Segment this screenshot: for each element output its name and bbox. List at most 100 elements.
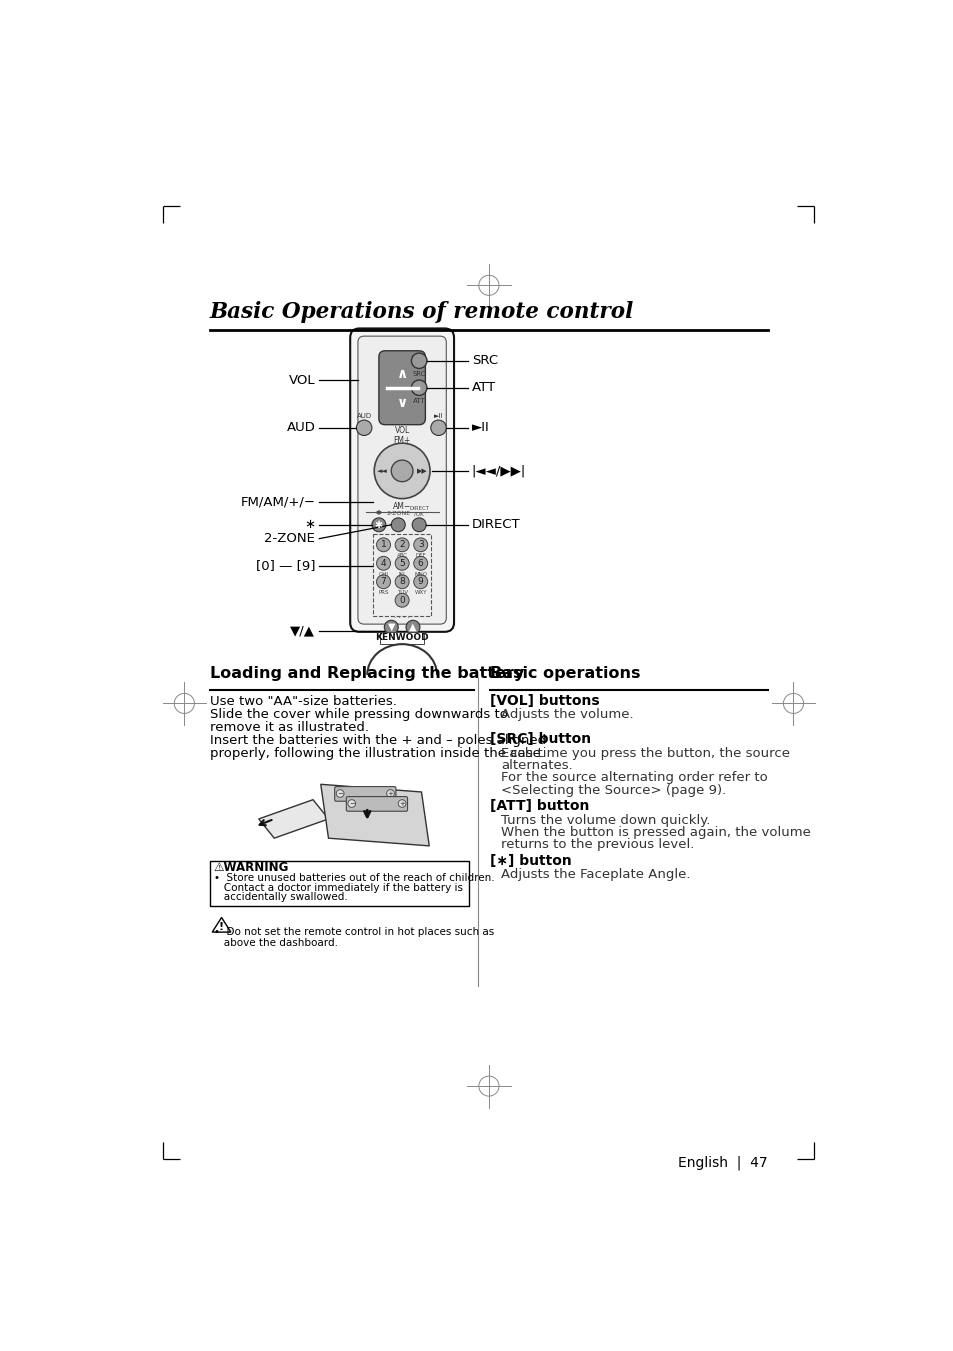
- Text: WXY: WXY: [414, 590, 427, 596]
- FancyBboxPatch shape: [350, 328, 454, 632]
- Text: For the source alternating order refer to: For the source alternating order refer t…: [500, 771, 767, 784]
- Text: ►II: ►II: [434, 412, 443, 419]
- Text: •  Do not set the remote control in hot places such as: • Do not set the remote control in hot p…: [213, 927, 494, 938]
- Text: −: −: [349, 801, 355, 807]
- Text: KENWOOD: KENWOOD: [375, 634, 429, 643]
- Circle shape: [335, 790, 344, 797]
- Text: AUD: AUD: [356, 412, 372, 419]
- FancyBboxPatch shape: [380, 632, 423, 644]
- Text: 6: 6: [417, 559, 423, 567]
- Text: !: !: [219, 923, 224, 932]
- Text: AM−: AM−: [393, 503, 411, 512]
- Text: Turns the volume down quickly.: Turns the volume down quickly.: [500, 813, 710, 827]
- Text: ∗: ∗: [304, 519, 315, 531]
- Circle shape: [414, 574, 427, 589]
- Text: 0: 0: [399, 596, 405, 605]
- Circle shape: [376, 538, 390, 551]
- Polygon shape: [320, 785, 429, 846]
- Text: ABC: ABC: [396, 554, 407, 558]
- Circle shape: [395, 574, 409, 589]
- Text: 7: 7: [380, 577, 386, 586]
- Text: Adjusts the volume.: Adjusts the volume.: [500, 708, 634, 721]
- Text: DIRECT: DIRECT: [472, 519, 520, 531]
- Circle shape: [395, 557, 409, 570]
- Text: returns to the previous level.: returns to the previous level.: [500, 838, 694, 851]
- Text: ▲: ▲: [409, 623, 416, 632]
- Circle shape: [431, 420, 446, 435]
- Polygon shape: [258, 800, 328, 838]
- Text: ATT: ATT: [413, 397, 425, 404]
- FancyBboxPatch shape: [357, 336, 446, 624]
- Text: ⚠WARNING: ⚠WARNING: [213, 861, 289, 874]
- Circle shape: [414, 557, 427, 570]
- Text: Contact a doctor immediately if the battery is: Contact a doctor immediately if the batt…: [213, 882, 462, 893]
- Text: [VOL] buttons: [VOL] buttons: [490, 694, 599, 708]
- Text: properly, following the illustration inside the case.: properly, following the illustration ins…: [210, 747, 544, 761]
- Text: remove it as illustrated.: remove it as illustrated.: [210, 721, 369, 734]
- Text: 2-ZONE: 2-ZONE: [264, 532, 315, 546]
- Text: DEF: DEF: [415, 554, 426, 558]
- FancyBboxPatch shape: [346, 797, 407, 811]
- Circle shape: [391, 517, 405, 532]
- Bar: [210, 862, 468, 907]
- FancyBboxPatch shape: [378, 351, 425, 424]
- Text: FM/AM/+/−: FM/AM/+/−: [240, 496, 315, 509]
- Circle shape: [411, 380, 427, 396]
- Circle shape: [397, 800, 406, 808]
- Text: Each time you press the button, the source: Each time you press the button, the sour…: [500, 747, 789, 759]
- Text: · · · ·: · · · ·: [394, 615, 410, 621]
- Text: 1: 1: [380, 540, 386, 550]
- Text: alternates.: alternates.: [500, 759, 573, 771]
- Text: MNO: MNO: [414, 571, 427, 577]
- Text: Insert the batteries with the + and – poles aligned: Insert the batteries with the + and – po…: [210, 734, 545, 747]
- Text: ✱: ✱: [375, 520, 382, 530]
- Text: 2: 2: [399, 540, 404, 550]
- Text: [0] — [9]: [0] — [9]: [255, 559, 315, 571]
- Text: −: −: [336, 790, 343, 797]
- Text: PRS: PRS: [378, 590, 389, 596]
- Text: FM+: FM+: [393, 436, 411, 444]
- Circle shape: [356, 420, 372, 435]
- Text: When the button is pressed again, the volume: When the button is pressed again, the vo…: [500, 825, 810, 839]
- Text: ∨: ∨: [396, 396, 407, 411]
- Text: above the dashboard.: above the dashboard.: [213, 938, 337, 948]
- Text: Adjusts the Faceplate Angle.: Adjusts the Faceplate Angle.: [500, 869, 690, 881]
- Circle shape: [395, 538, 409, 551]
- Text: JKL: JKL: [397, 571, 406, 577]
- Text: SRC: SRC: [472, 354, 497, 367]
- Text: +: +: [387, 790, 393, 797]
- Text: |◄◄/▶▶|: |◄◄/▶▶|: [472, 465, 525, 477]
- Text: [ATT] button: [ATT] button: [490, 800, 589, 813]
- Text: 8: 8: [399, 577, 405, 586]
- Text: ◄◄: ◄◄: [376, 467, 387, 474]
- Text: +: +: [398, 801, 405, 807]
- Text: English  |  47: English | 47: [678, 1156, 767, 1170]
- Circle shape: [411, 353, 427, 369]
- Text: ∧: ∧: [396, 367, 407, 381]
- Text: 9: 9: [417, 577, 423, 586]
- Text: 4: 4: [380, 559, 386, 567]
- Text: Basic operations: Basic operations: [490, 666, 640, 681]
- Text: ▼: ▼: [387, 623, 395, 632]
- Text: ✱: ✱: [375, 511, 381, 516]
- Text: Basic Operations of remote control: Basic Operations of remote control: [210, 301, 634, 323]
- Circle shape: [412, 517, 426, 532]
- Text: ▶▶: ▶▶: [416, 467, 427, 474]
- Circle shape: [376, 574, 390, 589]
- Circle shape: [348, 800, 355, 808]
- Text: Loading and Replacing the battery: Loading and Replacing the battery: [210, 666, 523, 681]
- Circle shape: [374, 443, 430, 499]
- Text: [SRC] button: [SRC] button: [490, 732, 591, 747]
- Text: <Selecting the Source> (page 9).: <Selecting the Source> (page 9).: [500, 784, 726, 797]
- Text: AUD: AUD: [286, 422, 315, 434]
- Circle shape: [406, 620, 419, 634]
- Circle shape: [386, 790, 394, 797]
- Text: VOL: VOL: [289, 373, 315, 386]
- Bar: [373, 534, 431, 616]
- Polygon shape: [212, 917, 231, 932]
- Text: ▼/▲: ▼/▲: [290, 624, 315, 638]
- Text: 2-ZONE: 2-ZONE: [386, 511, 410, 516]
- Text: •  Store unused batteries out of the reach of children.: • Store unused batteries out of the reac…: [213, 873, 494, 884]
- Circle shape: [384, 620, 397, 634]
- Text: DIRECT
/OK: DIRECT /OK: [409, 505, 429, 516]
